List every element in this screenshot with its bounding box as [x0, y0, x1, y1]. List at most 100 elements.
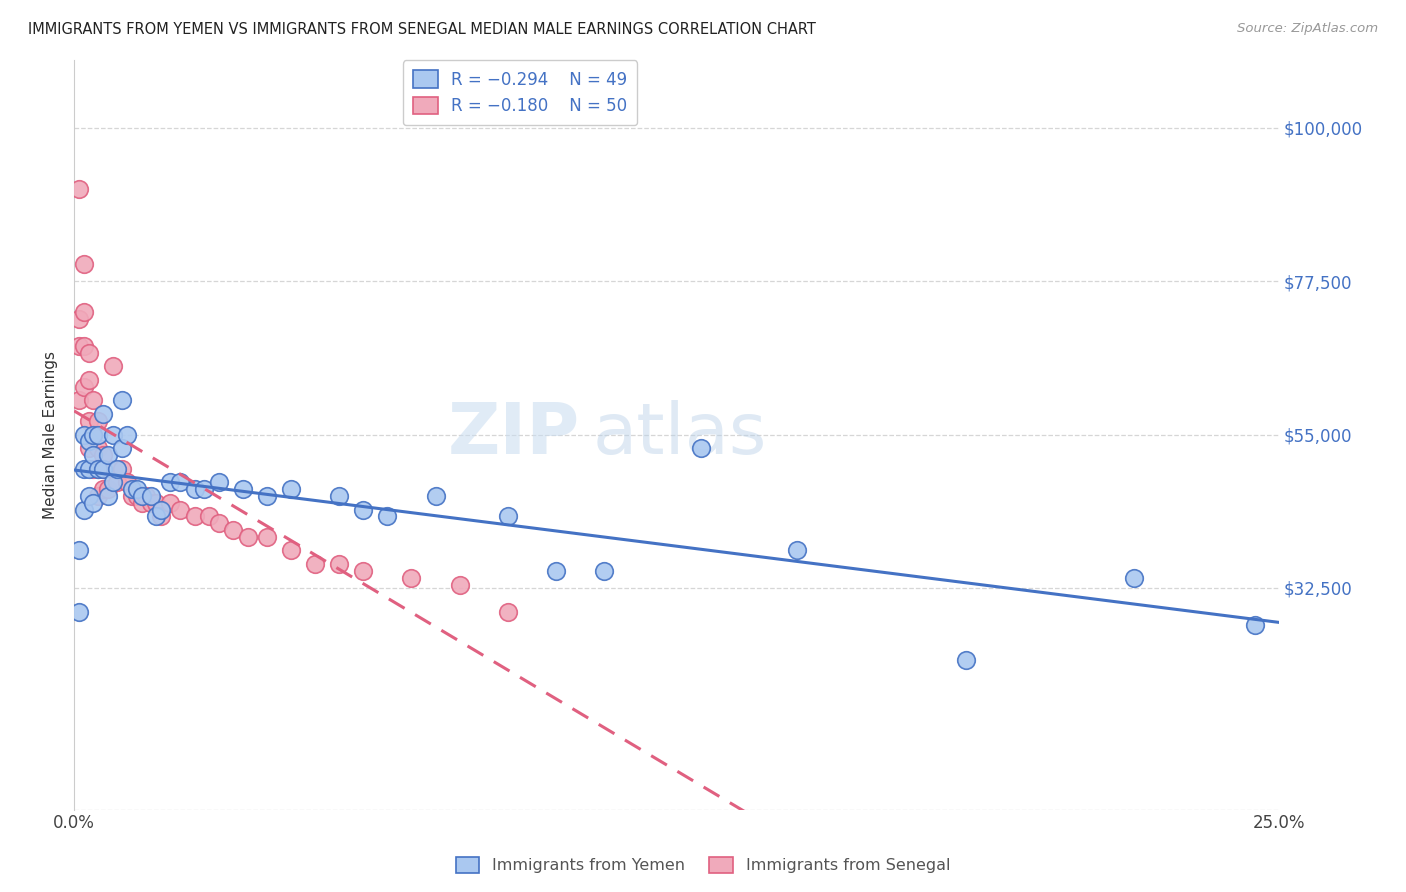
- Point: [73, 427, 96, 442]
- Point: [280, 543, 302, 558]
- Point: [67, 311, 90, 326]
- Point: [121, 482, 143, 496]
- Point: [304, 557, 326, 571]
- Point: [193, 482, 215, 496]
- Point: [77, 345, 100, 359]
- Point: [149, 509, 172, 524]
- Text: ZIP: ZIP: [449, 401, 581, 469]
- Point: [82, 496, 104, 510]
- Point: [208, 516, 231, 531]
- Point: [77, 461, 100, 475]
- Point: [375, 509, 398, 524]
- Point: [145, 509, 167, 524]
- Point: [1123, 571, 1146, 585]
- Point: [232, 482, 254, 496]
- Point: [82, 427, 104, 442]
- Point: [77, 434, 100, 449]
- Point: [208, 475, 231, 490]
- Point: [67, 339, 90, 353]
- Point: [82, 448, 104, 462]
- Point: [101, 461, 124, 475]
- Point: [107, 461, 129, 475]
- Point: [87, 427, 110, 442]
- Point: [77, 441, 100, 455]
- Point: [496, 605, 519, 619]
- Point: [111, 441, 134, 455]
- Point: [67, 543, 90, 558]
- Point: [115, 427, 138, 442]
- Point: [955, 652, 977, 666]
- Point: [125, 489, 148, 503]
- Point: [77, 373, 100, 387]
- Point: [67, 393, 90, 408]
- Point: [87, 441, 110, 455]
- Point: [256, 489, 278, 503]
- Point: [73, 380, 96, 394]
- Point: [169, 502, 191, 516]
- Point: [352, 502, 374, 516]
- Point: [67, 605, 90, 619]
- Point: [328, 489, 350, 503]
- Text: Source: ZipAtlas.com: Source: ZipAtlas.com: [1237, 22, 1378, 36]
- Point: [101, 427, 124, 442]
- Point: [1243, 618, 1265, 632]
- Point: [73, 257, 96, 271]
- Point: [131, 496, 153, 510]
- Point: [91, 482, 114, 496]
- Point: [73, 339, 96, 353]
- Point: [77, 414, 100, 428]
- Point: [131, 489, 153, 503]
- Point: [111, 393, 134, 408]
- Point: [87, 461, 110, 475]
- Point: [198, 509, 221, 524]
- Point: [141, 496, 163, 510]
- Point: [689, 441, 711, 455]
- Point: [183, 509, 205, 524]
- Point: [135, 489, 157, 503]
- Legend: R = −0.294    N = 49, R = −0.180    N = 50: R = −0.294 N = 49, R = −0.180 N = 50: [402, 61, 637, 125]
- Point: [87, 461, 110, 475]
- Point: [73, 461, 96, 475]
- Point: [115, 475, 138, 490]
- Point: [141, 489, 163, 503]
- Y-axis label: Median Male Earnings: Median Male Earnings: [44, 351, 58, 518]
- Point: [786, 543, 808, 558]
- Point: [328, 557, 350, 571]
- Point: [496, 509, 519, 524]
- Point: [449, 577, 471, 591]
- Point: [183, 482, 205, 496]
- Point: [73, 305, 96, 319]
- Point: [87, 414, 110, 428]
- Text: IMMIGRANTS FROM YEMEN VS IMMIGRANTS FROM SENEGAL MEDIAN MALE EARNINGS CORRELATIO: IMMIGRANTS FROM YEMEN VS IMMIGRANTS FROM…: [28, 22, 815, 37]
- Point: [101, 475, 124, 490]
- Point: [222, 523, 245, 537]
- Point: [82, 427, 104, 442]
- Point: [97, 482, 120, 496]
- Point: [82, 393, 104, 408]
- Point: [82, 461, 104, 475]
- Point: [352, 564, 374, 578]
- Point: [121, 489, 143, 503]
- Point: [91, 461, 114, 475]
- Point: [236, 530, 259, 544]
- Legend: Immigrants from Yemen, Immigrants from Senegal: Immigrants from Yemen, Immigrants from S…: [449, 850, 957, 880]
- Point: [159, 496, 181, 510]
- Point: [256, 530, 278, 544]
- Point: [67, 182, 90, 196]
- Point: [145, 496, 167, 510]
- Point: [91, 448, 114, 462]
- Point: [101, 359, 124, 374]
- Point: [159, 475, 181, 490]
- Point: [593, 564, 616, 578]
- Point: [91, 461, 114, 475]
- Point: [107, 475, 129, 490]
- Point: [87, 489, 110, 503]
- Text: atlas: atlas: [592, 401, 766, 469]
- Point: [544, 564, 567, 578]
- Point: [401, 571, 423, 585]
- Point: [73, 502, 96, 516]
- Point: [111, 461, 134, 475]
- Point: [125, 482, 148, 496]
- Point: [425, 489, 447, 503]
- Point: [97, 489, 120, 503]
